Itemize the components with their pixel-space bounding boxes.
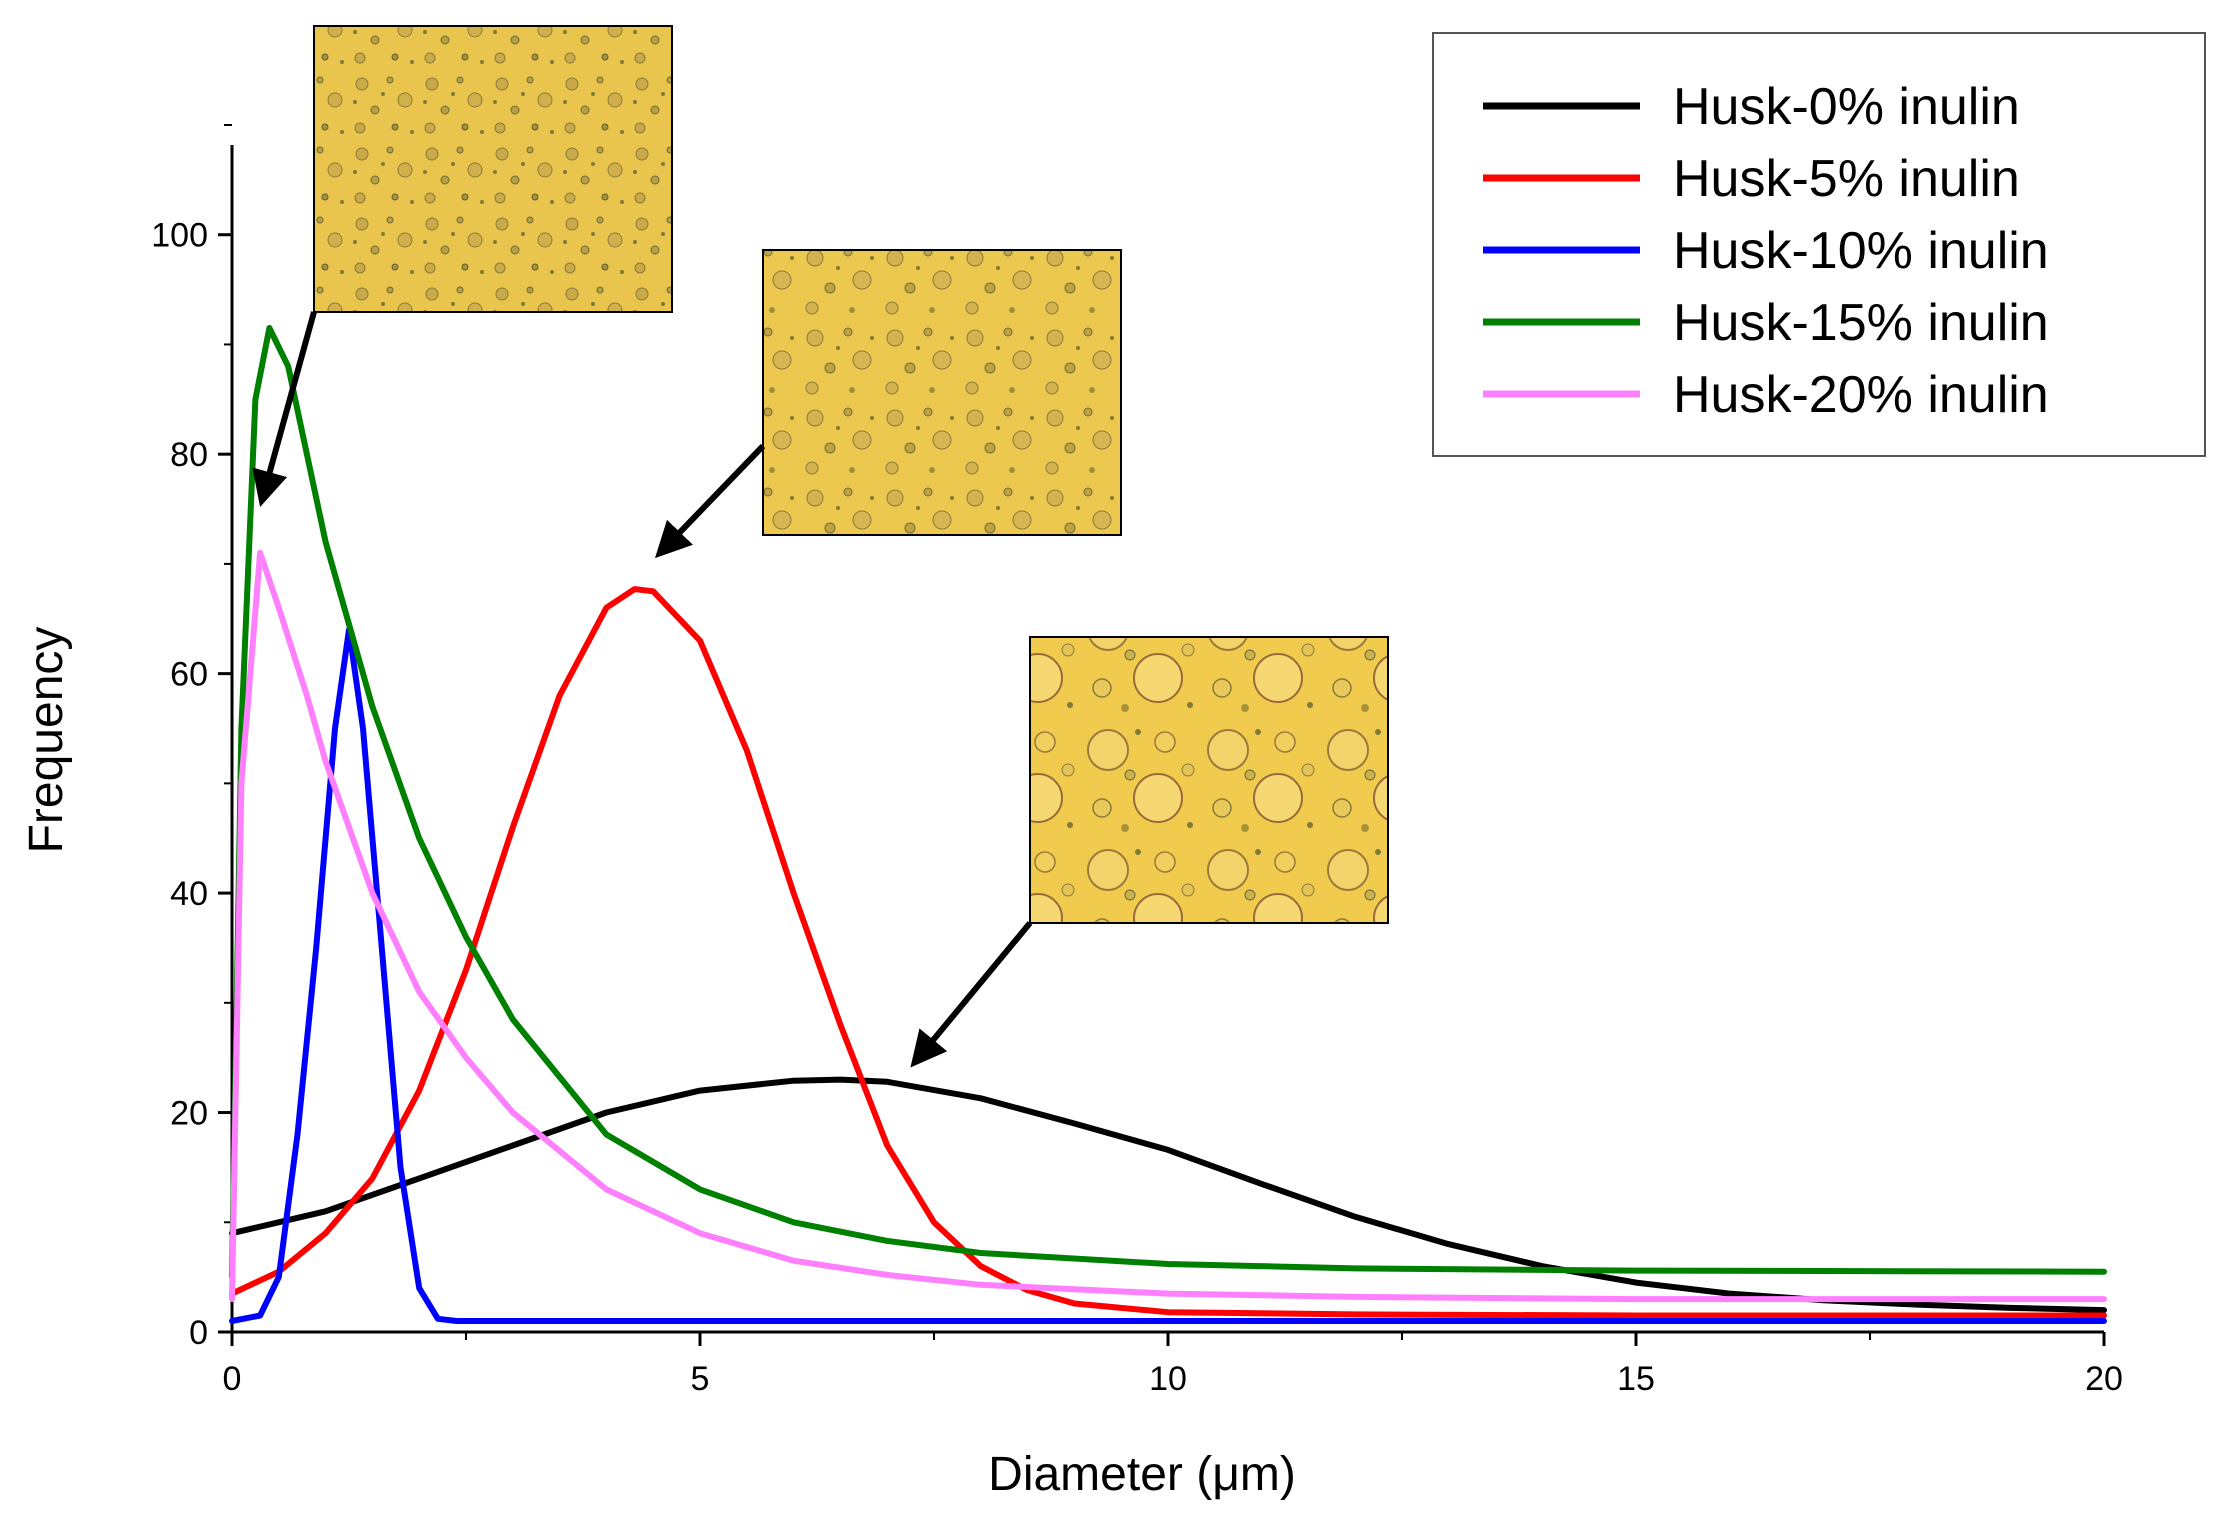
annotation-arrow-5pct [655, 443, 766, 559]
y-tick-label: 0 [189, 1314, 208, 1352]
x-tick-label: 15 [1617, 1360, 1655, 1398]
y-ticks: 0 20 40 60 80 100 [151, 124, 232, 1352]
y-tick-label: 20 [170, 1095, 208, 1133]
series-group [229, 325, 2107, 1324]
y-tick-label: 40 [170, 875, 208, 913]
micrograph-inset-5pct [762, 249, 1122, 536]
y-tick-label: 80 [170, 436, 208, 474]
legend-label-husk-0-inulin: Husk-0% inulin [1673, 78, 2020, 136]
y-axis-title: Frequency [20, 627, 73, 854]
series-line-husk-10-inulin [229, 626, 2107, 1324]
micrograph-inset-0pct [1029, 636, 1389, 924]
series-line-husk-15-inulin [229, 325, 2107, 1281]
x-tick-label: 0 [223, 1360, 242, 1398]
x-tick-label: 10 [1149, 1360, 1187, 1398]
annotation-arrow-0pct [910, 921, 1033, 1068]
x-axis-title: Diameter (μm) [988, 1448, 1296, 1501]
annotation-arrow-20pct [252, 311, 317, 507]
x-tick-label: 20 [2085, 1360, 2123, 1398]
series-line-husk-5-inulin [229, 586, 2107, 1319]
legend-label-husk-20-inulin: Husk-20% inulin [1673, 366, 2049, 424]
legend-label-husk-5-inulin: Husk-5% inulin [1673, 150, 2020, 208]
legend-label-husk-15-inulin: Husk-15% inulin [1673, 294, 2049, 352]
x-tick-label: 5 [691, 1360, 710, 1398]
series-line-husk-20-inulin [229, 549, 2107, 1303]
y-tick-label: 100 [151, 217, 208, 255]
micrograph-inset-20pct [313, 25, 673, 313]
y-tick-label: 60 [170, 656, 208, 694]
legend: Husk-0% inulin Husk-5% inulin Husk-10% inu… [1432, 32, 2206, 457]
x-ticks: 0 5 10 15 20 [223, 1332, 2123, 1398]
legend-label-husk-10-inulin: Husk-10% inulin [1673, 222, 2049, 280]
micrograph-insets [252, 25, 1389, 1068]
